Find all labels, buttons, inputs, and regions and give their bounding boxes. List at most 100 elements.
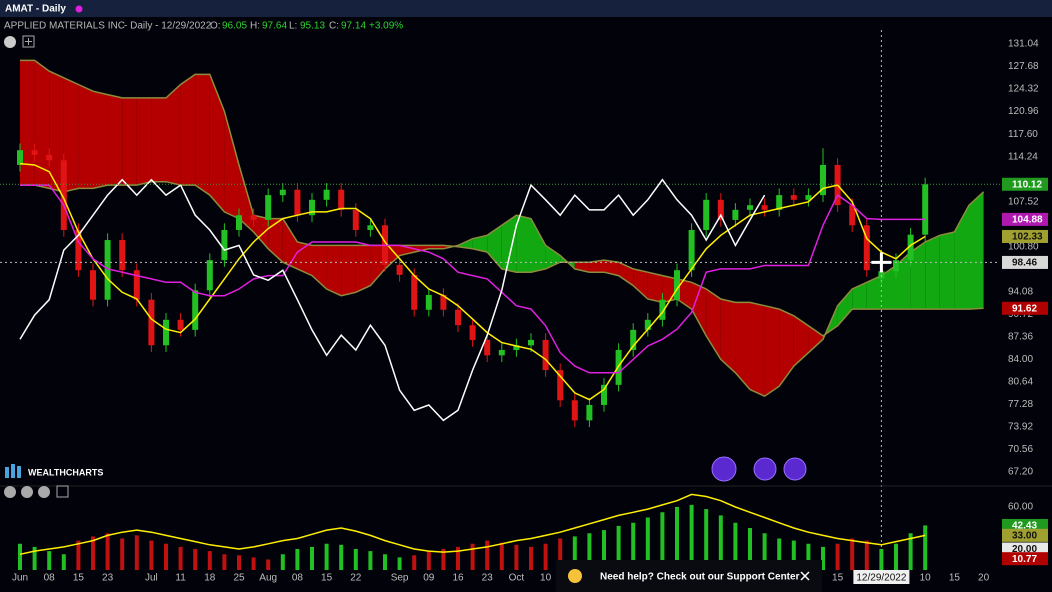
x-tick-label: 20 bbox=[978, 573, 990, 584]
candle-body bbox=[469, 325, 476, 340]
cloud bbox=[735, 302, 750, 390]
panel-add-icon[interactable] bbox=[56, 485, 69, 498]
cloud bbox=[93, 91, 108, 189]
cloud bbox=[78, 84, 93, 189]
x-tick-label: Aug bbox=[259, 573, 277, 584]
histogram-bar bbox=[266, 559, 271, 570]
cloud bbox=[49, 71, 64, 192]
indicator-button[interactable] bbox=[783, 457, 807, 481]
histogram-bar bbox=[587, 533, 592, 570]
cloud bbox=[107, 94, 123, 186]
y-tick-label: 80.64 bbox=[1008, 377, 1033, 388]
help-popup[interactable]: Need help? Check out our Support Center bbox=[556, 560, 822, 592]
cloud bbox=[720, 299, 736, 373]
indicator-buttons bbox=[711, 456, 807, 482]
y-tick-label: 60.00 bbox=[1008, 502, 1033, 513]
x-tick-label: 16 bbox=[452, 573, 464, 584]
cloud bbox=[487, 225, 502, 269]
x-tick-label: 18 bbox=[204, 573, 216, 584]
cloud bbox=[282, 218, 298, 269]
histogram-bar bbox=[105, 533, 110, 570]
histogram-bar bbox=[426, 551, 431, 570]
candle-body bbox=[411, 274, 418, 310]
cloud bbox=[925, 235, 940, 310]
change: +3.09% bbox=[369, 21, 403, 32]
histogram-bar bbox=[310, 546, 314, 570]
panel-remove-icon[interactable] bbox=[38, 486, 50, 498]
cloud bbox=[866, 275, 882, 310]
cloud bbox=[633, 268, 648, 300]
cloud bbox=[370, 245, 385, 286]
candle-body bbox=[425, 295, 432, 310]
y-tick-label: 127.68 bbox=[1008, 61, 1039, 72]
panel-settings-icon[interactable] bbox=[4, 486, 16, 498]
y-tick-label: 107.52 bbox=[1008, 196, 1039, 207]
candle-body bbox=[265, 195, 272, 220]
histogram-bar bbox=[485, 540, 490, 570]
candle-body bbox=[601, 384, 607, 405]
price-tag bbox=[1002, 212, 1048, 226]
histogram-bar bbox=[18, 543, 22, 570]
histogram-bar bbox=[835, 543, 840, 570]
histogram-bar bbox=[718, 515, 723, 570]
candle-body bbox=[776, 195, 783, 210]
candle-body bbox=[849, 205, 856, 226]
histogram-bar bbox=[748, 528, 752, 570]
help-text[interactable]: Need help? Check out our Support Center bbox=[600, 572, 800, 583]
y-tick-label: 70.56 bbox=[1008, 444, 1033, 455]
histogram-bar bbox=[645, 517, 650, 570]
indicator-button[interactable] bbox=[753, 457, 777, 481]
histogram-bar bbox=[529, 546, 533, 570]
histogram-bar bbox=[32, 546, 37, 570]
histogram-bar bbox=[412, 555, 417, 570]
candle-body bbox=[878, 271, 885, 279]
logo-bar bbox=[17, 466, 21, 478]
candle-body bbox=[557, 370, 564, 401]
histogram-bar bbox=[368, 551, 373, 570]
logo-bar bbox=[11, 464, 15, 478]
company-name: APPLIED MATERIALS INC bbox=[4, 21, 125, 32]
cloud bbox=[881, 265, 896, 310]
close-icon[interactable] bbox=[800, 571, 810, 581]
candle-body bbox=[192, 290, 199, 330]
cloud bbox=[151, 97, 166, 182]
settings-icon[interactable] bbox=[4, 36, 16, 48]
candle-body bbox=[31, 150, 38, 155]
x-tick-label: Jul bbox=[145, 573, 158, 584]
cloud bbox=[589, 260, 604, 273]
candle-body bbox=[571, 400, 578, 421]
candle-body bbox=[586, 404, 593, 421]
cloud bbox=[253, 215, 269, 249]
candle-body bbox=[17, 150, 23, 165]
candle-body bbox=[484, 339, 491, 356]
cloud bbox=[501, 215, 517, 273]
indicator-button[interactable] bbox=[711, 456, 737, 482]
histogram-bar bbox=[660, 512, 665, 570]
price-tag-label: 91.62 bbox=[1012, 303, 1037, 314]
cloud bbox=[969, 191, 984, 310]
cloud bbox=[545, 245, 561, 269]
histogram-bar bbox=[733, 522, 738, 570]
candle-body bbox=[747, 205, 753, 210]
candle-body bbox=[455, 309, 461, 326]
histogram-bar bbox=[675, 507, 679, 570]
histogram-bar bbox=[76, 540, 81, 570]
panel-collapse-icon[interactable] bbox=[21, 486, 33, 498]
add-icon[interactable] bbox=[22, 35, 35, 48]
candle-body bbox=[396, 264, 403, 275]
cloud bbox=[837, 288, 853, 326]
histogram-bar bbox=[821, 546, 825, 570]
cloud bbox=[604, 260, 619, 276]
cloud bbox=[531, 218, 546, 273]
cloud bbox=[355, 245, 371, 293]
c-label: C: bbox=[329, 21, 339, 32]
candle-body bbox=[60, 160, 67, 230]
histogram-bar bbox=[908, 533, 913, 570]
histogram-bar bbox=[689, 504, 694, 570]
histogram-bar bbox=[134, 535, 139, 570]
candle-body bbox=[863, 225, 870, 271]
price-tag-label: 33.00 bbox=[1012, 530, 1037, 541]
cloud bbox=[428, 245, 444, 249]
toolbar bbox=[4, 35, 69, 498]
